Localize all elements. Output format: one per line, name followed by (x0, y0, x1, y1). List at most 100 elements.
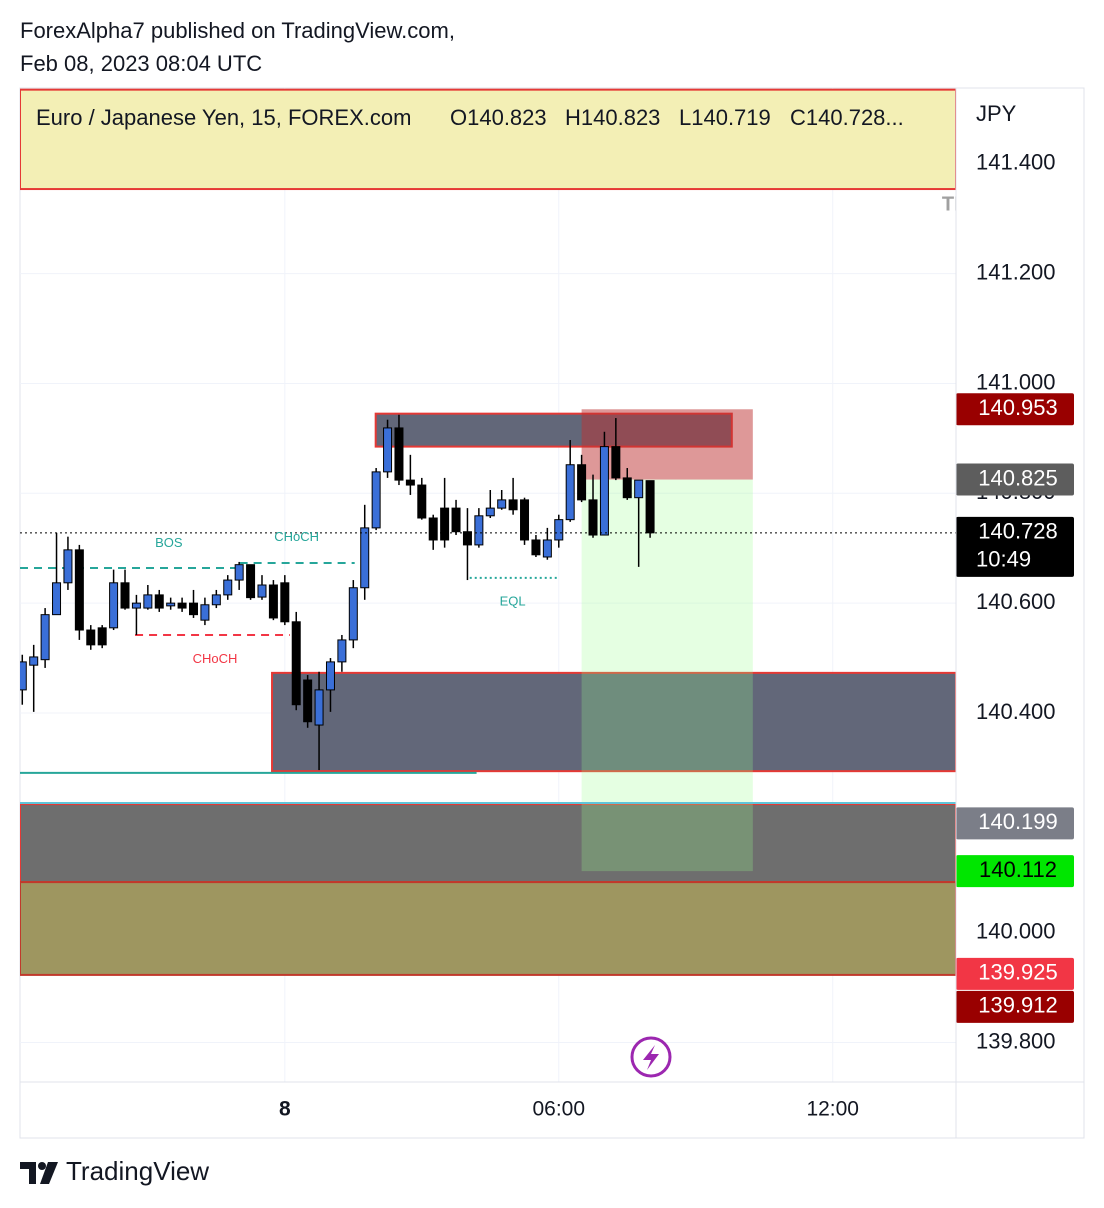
candle-body (508, 499, 518, 511)
candle-body (29, 656, 39, 666)
price-tag-time: 10:49 (976, 547, 1031, 572)
candle-body (166, 602, 176, 607)
price-tag-label: 140.199 (978, 809, 1058, 834)
publish-date: Feb 08, 2023 08:04 UTC (20, 51, 262, 76)
candle-body (86, 629, 96, 646)
zone (20, 881, 956, 976)
annotation: TP (942, 193, 968, 215)
symbol-info: Euro / Japanese Yen, 15, FOREX.com (36, 105, 411, 130)
candle-body (325, 661, 335, 691)
candle-body (280, 582, 290, 623)
candle-body (451, 507, 461, 533)
candle-body (611, 446, 621, 479)
candle-body (428, 517, 438, 541)
candle-body (462, 531, 472, 546)
candle-body (223, 579, 233, 596)
candle-body (520, 499, 530, 541)
currency-label: JPY (976, 101, 1017, 126)
price-tag-label: 140.728 (978, 519, 1058, 544)
y-tick-label: 140.600 (976, 589, 1056, 614)
candle-body (291, 621, 301, 706)
candle-body (542, 539, 552, 558)
candle-body (52, 582, 62, 616)
y-tick-label: 139.800 (976, 1028, 1056, 1053)
zone (581, 479, 753, 872)
candle-body (348, 587, 358, 641)
brand: TradingView (66, 1156, 209, 1186)
candle-body (120, 582, 130, 609)
candle-body (554, 519, 564, 541)
candle-body (371, 471, 381, 529)
candle-body (211, 594, 221, 606)
candle-body (303, 679, 313, 723)
y-tick-label: 141.400 (976, 150, 1056, 175)
x-tick-label: 06:00 (532, 1098, 585, 1121)
zone (271, 671, 956, 773)
x-tick-label: 8 (279, 1098, 291, 1121)
candle-body (394, 427, 404, 481)
candle-body (143, 594, 153, 609)
candle-body (337, 639, 347, 663)
candle-body (599, 446, 609, 536)
price-tag-label: 140.825 (978, 465, 1058, 490)
price-tag (956, 807, 1074, 840)
x-tick-label: 12:00 (806, 1098, 859, 1121)
publisher: ForexAlpha7 published on TradingView.com… (20, 18, 455, 43)
candle-body (577, 464, 587, 501)
candle-body (257, 584, 267, 598)
axes: 141.400141.200141.000140.800140.600140.4… (279, 101, 1074, 1121)
zone (20, 88, 956, 191)
price-tag (956, 516, 1074, 577)
chart-frame (19, 87, 1085, 1139)
candle-body (131, 602, 141, 609)
zone (581, 409, 753, 480)
candle-body (497, 499, 507, 509)
ohlc-label: H140.823 (565, 105, 660, 130)
candle-body (200, 604, 210, 621)
candle-body (189, 602, 199, 616)
y-tick-label: 141.000 (976, 369, 1056, 394)
price-tag (956, 855, 1074, 888)
annotation: CHoCH (193, 651, 238, 666)
candle-body (440, 507, 450, 541)
plot-area: BOS CHoCH CHoCH EQL TP Euro / Japanese Yen, 1… (20, 88, 968, 1082)
candle-body (474, 515, 484, 546)
price-tag-label: 140.953 (978, 395, 1058, 420)
price-tag (956, 463, 1074, 496)
candle-body (154, 594, 164, 609)
candle-body (109, 582, 119, 629)
candle-body (645, 480, 655, 534)
annotation: BOS (155, 535, 183, 550)
price-tag (956, 393, 1074, 426)
price-tag (956, 990, 1074, 1023)
price-tag-label: 139.925 (978, 960, 1058, 985)
y-tick-label: 141.200 (976, 259, 1056, 284)
annotation: CHoCH (274, 529, 319, 544)
candle-body (177, 602, 187, 609)
candle-body (40, 614, 50, 661)
annotation: EQL (500, 593, 526, 608)
candle-body (360, 527, 370, 589)
candle-body (97, 627, 107, 646)
tradingview-logo (20, 1162, 58, 1184)
y-tick-label: 140.400 (976, 699, 1056, 724)
lightning-icon[interactable] (630, 1036, 672, 1078)
price-tag-label: 139.912 (978, 993, 1058, 1018)
y-tick-label: 140.000 (976, 918, 1056, 943)
ohlc-label: L140.719 (679, 105, 771, 130)
price-tag (956, 957, 1074, 990)
candle-body (485, 507, 495, 517)
candle-body (246, 564, 256, 599)
price-tag-label: 140.112 (979, 857, 1057, 882)
candle-body (634, 479, 644, 499)
candle-body (565, 464, 575, 521)
candle-body (405, 479, 415, 486)
zone (20, 803, 956, 884)
candle-body (74, 549, 84, 631)
candle-body (314, 689, 324, 726)
candle-body (383, 427, 393, 473)
candle-body (234, 564, 244, 581)
candle-body (268, 584, 278, 619)
